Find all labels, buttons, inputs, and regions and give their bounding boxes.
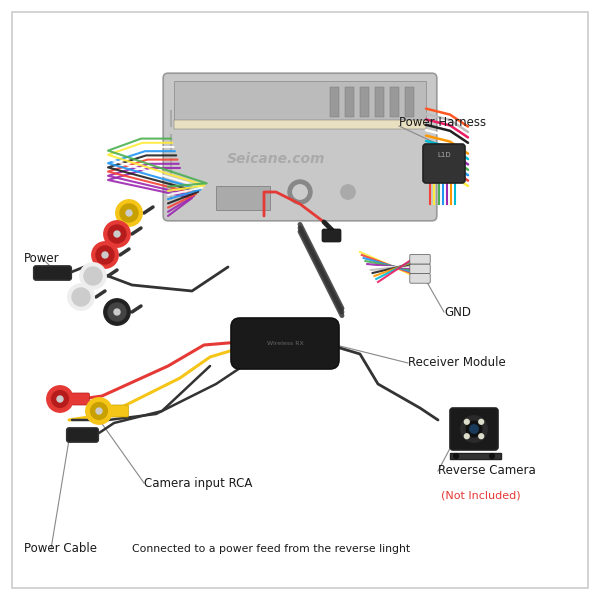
Circle shape [52,391,68,407]
Text: Power: Power [24,251,59,265]
FancyBboxPatch shape [423,144,465,183]
Text: Power Cable: Power Cable [24,542,97,556]
FancyBboxPatch shape [322,229,341,242]
Circle shape [126,210,132,216]
Circle shape [108,303,126,321]
Circle shape [108,225,126,243]
FancyBboxPatch shape [410,264,430,274]
Bar [174,81,426,120]
Circle shape [68,284,94,310]
Circle shape [96,408,102,414]
Circle shape [92,242,118,268]
Circle shape [454,454,458,458]
Circle shape [78,294,84,300]
FancyBboxPatch shape [450,408,498,450]
FancyBboxPatch shape [111,405,128,417]
Circle shape [91,403,107,419]
Bar [330,87,339,117]
Circle shape [114,309,120,315]
Circle shape [464,434,469,439]
Circle shape [120,204,138,222]
Bar [450,453,501,459]
Circle shape [466,421,482,437]
Text: Receiver Module: Receiver Module [408,356,506,370]
Circle shape [114,231,120,237]
Circle shape [57,396,63,402]
Text: Camera input RCA: Camera input RCA [144,476,253,490]
FancyBboxPatch shape [34,266,71,280]
Circle shape [341,185,355,199]
FancyBboxPatch shape [163,73,437,221]
Circle shape [479,419,484,424]
Circle shape [90,273,96,279]
Circle shape [102,252,108,258]
Circle shape [293,185,307,199]
Circle shape [116,200,142,226]
Circle shape [470,425,478,433]
Circle shape [479,434,484,439]
Circle shape [464,419,469,424]
Circle shape [86,398,112,424]
Circle shape [288,180,312,204]
Text: GND: GND [444,305,471,319]
Text: Reverse Camera: Reverse Camera [438,464,536,478]
Text: Seicane.com: Seicane.com [227,152,325,166]
Bar [375,87,384,117]
Text: L1D: L1D [437,152,451,158]
FancyBboxPatch shape [410,254,430,264]
Text: Connected to a power feed from the reverse linght: Connected to a power feed from the rever… [132,544,410,554]
Text: Wireless RX: Wireless RX [266,341,304,346]
Circle shape [104,221,130,247]
Bar [360,87,369,117]
Bar [345,87,354,117]
Circle shape [490,454,494,458]
FancyBboxPatch shape [67,428,98,442]
FancyBboxPatch shape [72,393,89,405]
Circle shape [461,416,487,442]
Text: (Not Included): (Not Included) [441,490,521,500]
Circle shape [72,288,90,306]
Circle shape [84,267,102,285]
Circle shape [96,246,114,264]
Text: Power Harness: Power Harness [399,116,486,130]
FancyBboxPatch shape [231,318,339,369]
Circle shape [104,299,130,325]
Circle shape [80,263,106,289]
Bar [390,87,399,117]
FancyBboxPatch shape [410,274,430,283]
Bar [174,120,426,129]
Bar [405,87,414,117]
Circle shape [47,386,73,412]
Bar [216,186,270,210]
